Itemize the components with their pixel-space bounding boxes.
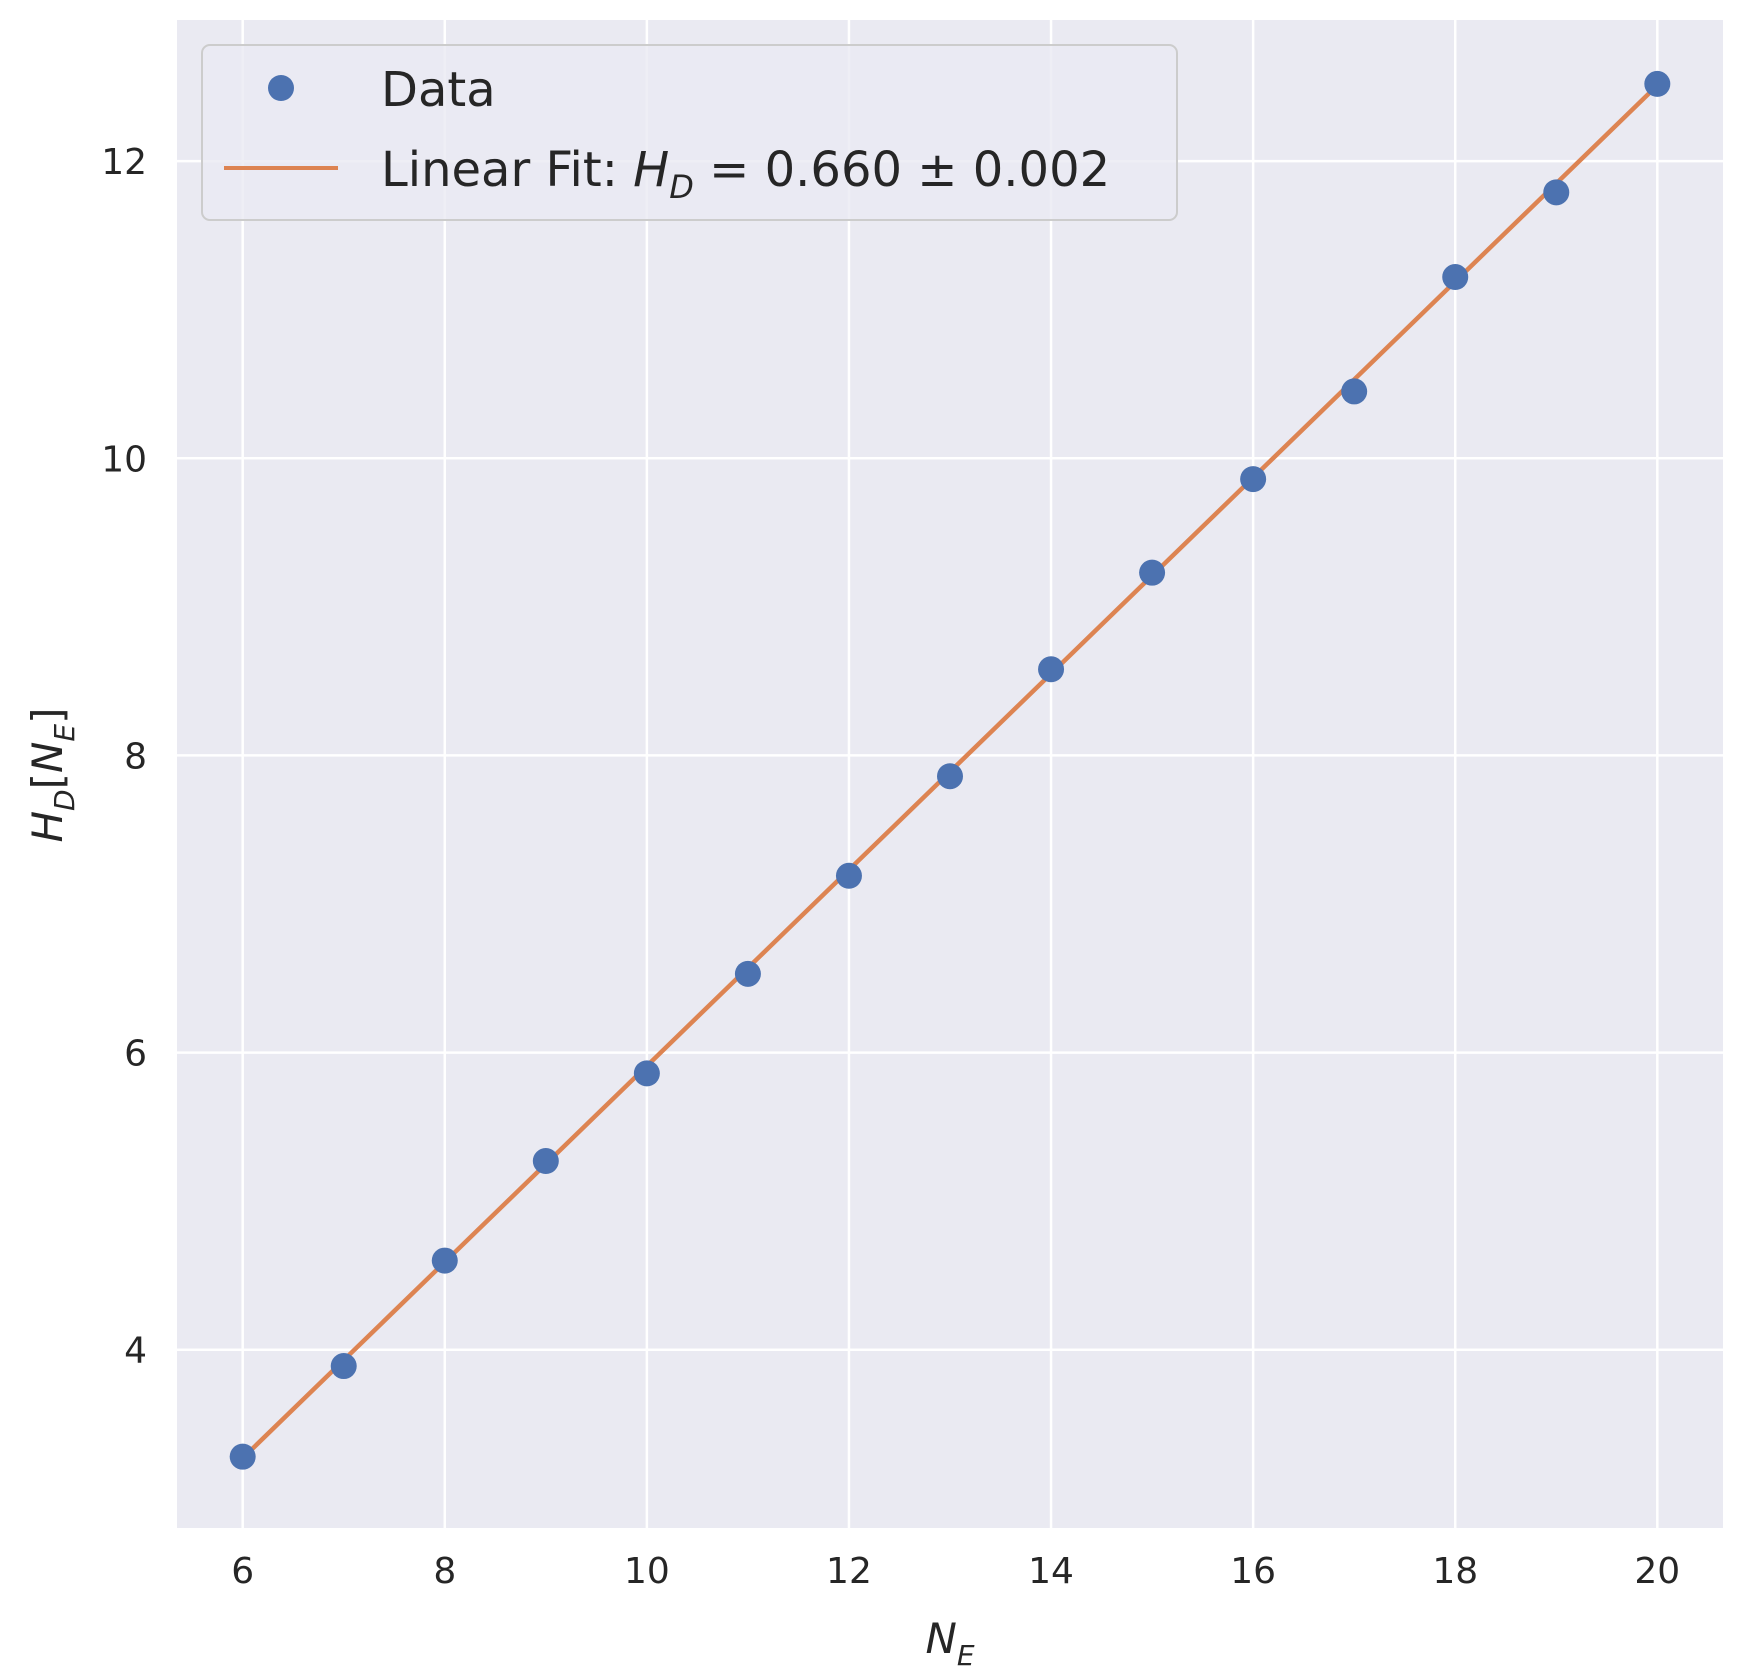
y-axis-label-close: ] (23, 707, 72, 723)
legend-fit-math-sub: D (669, 168, 694, 206)
data-point (1644, 70, 1671, 97)
data-point (431, 1247, 458, 1274)
legend-data-marker (268, 75, 294, 101)
y-axis-label-open: [ (23, 773, 72, 789)
data-point (835, 862, 862, 889)
legend-fit-prefix: Linear Fit: (381, 142, 633, 198)
x-tick-label: 20 (1634, 1551, 1680, 1592)
data-point (1038, 656, 1065, 683)
x-axis-label: NE (925, 1614, 974, 1672)
x-tick-label: 10 (624, 1551, 670, 1592)
legend-data-label: Data (381, 62, 496, 118)
x-gridlines (241, 20, 1659, 1528)
x-tick-label: 16 (1230, 1551, 1276, 1592)
y-tick-label: 4 (124, 1331, 147, 1372)
data-point (1543, 179, 1570, 206)
legend-frame (201, 44, 1178, 221)
y-axis-label-main: H (23, 811, 72, 843)
legend-fit-math-eq: = (694, 142, 765, 198)
data-point (1442, 264, 1469, 291)
y-tick-label: 8 (124, 736, 147, 777)
x-tick-label: 8 (433, 1551, 456, 1592)
x-tick-label: 14 (1028, 1551, 1074, 1592)
x-tick-label: 18 (1432, 1551, 1478, 1592)
y-tick-label: 10 (101, 439, 147, 480)
data-point (532, 1148, 559, 1175)
data-point (1139, 559, 1166, 586)
legend-fit-label: Linear Fit: HD = 0.660 ± 0.002 (381, 142, 1110, 206)
data-point (1240, 466, 1267, 493)
data-point (633, 1060, 660, 1087)
data-point (229, 1443, 256, 1470)
x-tick-label: 12 (826, 1551, 872, 1592)
data-point (1341, 378, 1368, 405)
y-tick-label: 6 (124, 1034, 147, 1075)
y-tick-labels: 4 6 8 10 12 (101, 142, 147, 1372)
legend-fit-math-main: H (633, 142, 669, 198)
y-axis-label: HD[NE] (23, 707, 81, 842)
y-axis-label-sub: D (48, 789, 81, 811)
data-point (937, 763, 963, 790)
legend: Data Linear Fit: HD = 0.660 ± 0.002 (201, 44, 1178, 221)
data-point (734, 960, 761, 987)
x-tick-labels: 6 8 10 12 14 16 18 20 (231, 1551, 1680, 1592)
y-axis-label-inner-sub: E (48, 724, 81, 742)
y-axis-label-inner: N (23, 742, 72, 773)
x-axis-label-sub: E (957, 1639, 975, 1672)
y-tick-label: 12 (101, 142, 147, 183)
legend-fit-suffix: 0.660 ± 0.002 (765, 142, 1111, 198)
x-axis-label-main: N (925, 1614, 956, 1663)
x-tick-label: 6 (231, 1551, 254, 1592)
data-series (229, 70, 1671, 1470)
data-point (330, 1353, 357, 1380)
